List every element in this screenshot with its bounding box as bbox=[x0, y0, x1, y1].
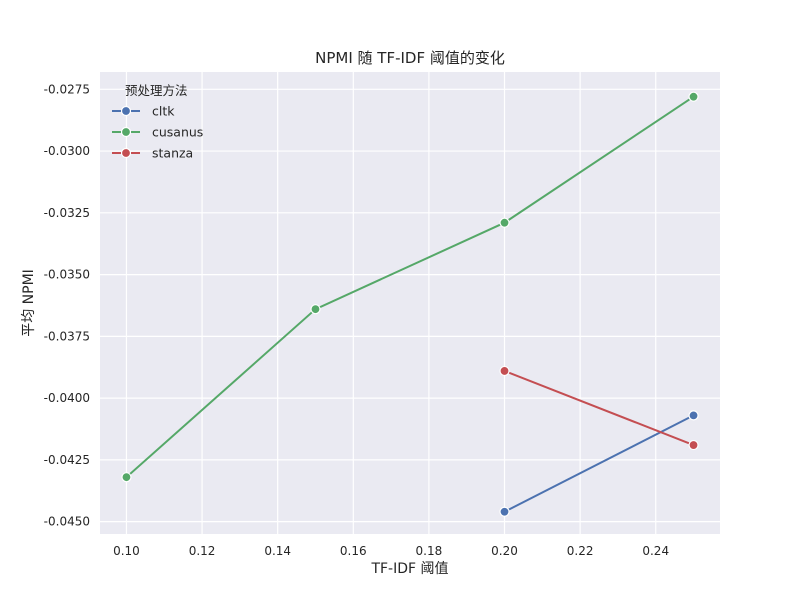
y-tick-label: -0.0375 bbox=[44, 329, 90, 343]
data-point-stanza bbox=[688, 439, 699, 451]
legend-marker-swatch bbox=[120, 126, 132, 138]
legend-item-stanza: stanza bbox=[112, 146, 193, 161]
legend: 预处理方法 cltk cusanus stanza bbox=[112, 83, 203, 161]
data-point-cltk bbox=[688, 410, 699, 421]
x-tick-label: 0.18 bbox=[416, 544, 443, 558]
legend-marker-swatch bbox=[120, 147, 132, 159]
data-point-stanza bbox=[499, 365, 510, 377]
y-tick-label: -0.0300 bbox=[44, 144, 90, 158]
y-tick-label: -0.0425 bbox=[44, 453, 90, 467]
x-tick-label: 0.16 bbox=[340, 544, 367, 558]
y-tick-label: -0.0325 bbox=[44, 206, 90, 220]
x-tick-label: 0.24 bbox=[642, 544, 669, 558]
legend-item-cltk: cltk bbox=[112, 104, 175, 119]
x-tick-label: 0.14 bbox=[264, 544, 291, 558]
series-layer bbox=[121, 91, 699, 517]
x-tick-label: 0.10 bbox=[113, 544, 140, 558]
series-cltk bbox=[499, 410, 699, 517]
x-tick-label: 0.12 bbox=[189, 544, 216, 558]
y-tick-label: -0.0275 bbox=[44, 82, 90, 96]
x-tick-label: 0.22 bbox=[567, 544, 594, 558]
data-point-cusanus bbox=[121, 472, 132, 483]
series-cusanus bbox=[121, 91, 699, 483]
data-point-cusanus bbox=[310, 304, 321, 315]
y-axis-ticks: -0.0275 -0.0300 -0.0325 -0.0350 -0.0375 -0.04… bbox=[44, 82, 90, 528]
legend-title: 预处理方法 bbox=[125, 83, 188, 98]
x-tick-label: 0.20 bbox=[491, 544, 518, 558]
series-line-stanza bbox=[504, 370, 694, 446]
data-point-cusanus bbox=[688, 91, 699, 102]
legend-item-cusanus: cusanus bbox=[112, 125, 203, 140]
legend-label: stanza bbox=[152, 146, 193, 161]
data-point-cusanus bbox=[499, 217, 510, 228]
legend-label: cltk bbox=[152, 104, 175, 119]
y-tick-label: -0.0450 bbox=[44, 515, 90, 529]
series-line-cltk bbox=[504, 414, 694, 513]
series-stanza bbox=[499, 365, 699, 451]
series-line-cusanus bbox=[125, 95, 695, 478]
y-tick-label: -0.0350 bbox=[44, 268, 90, 282]
y-gridlines bbox=[100, 88, 720, 523]
legend-label: cusanus bbox=[152, 125, 203, 140]
x-axis-label: TF-IDF 阈值 bbox=[370, 561, 448, 577]
x-axis-ticks: 0.10 0.12 0.14 0.16 0.18 0.20 0.22 0.24 bbox=[113, 544, 669, 558]
legend-marker-swatch bbox=[120, 105, 132, 117]
data-point-cltk bbox=[499, 506, 510, 517]
y-tick-label: -0.0400 bbox=[44, 391, 90, 405]
chart-title: NPMI 随 TF-IDF 阈值的变化 bbox=[315, 49, 505, 67]
y-axis-label: 平均 NPMI bbox=[21, 269, 37, 337]
